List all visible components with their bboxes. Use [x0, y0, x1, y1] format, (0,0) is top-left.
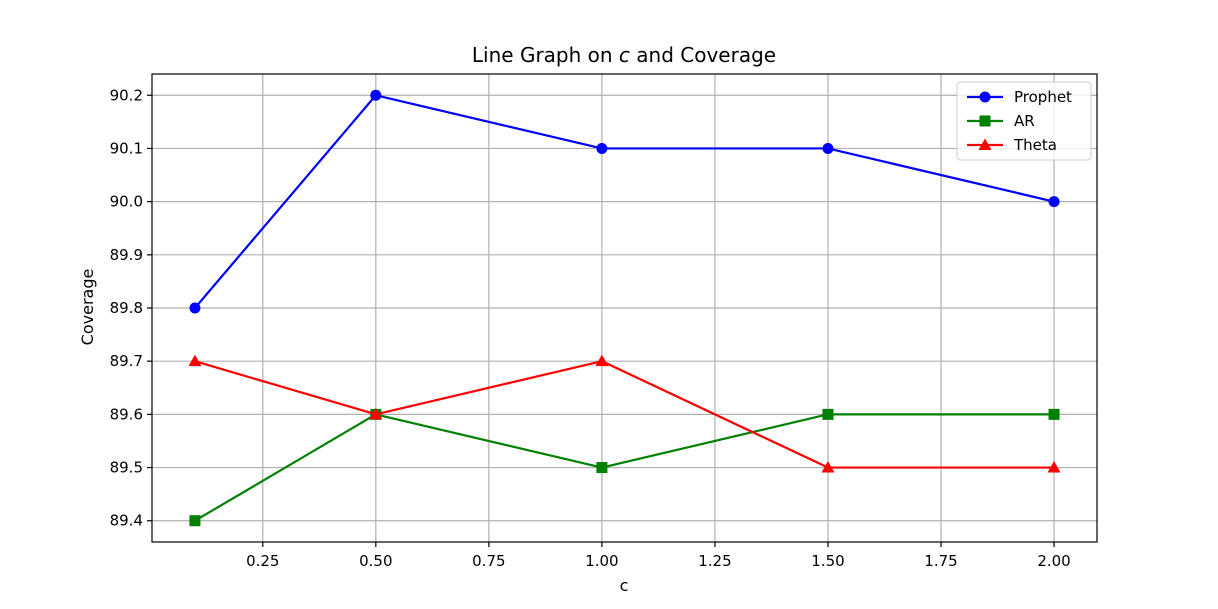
y-axis-label: Coverage — [78, 269, 97, 346]
data-point-theta — [1047, 461, 1061, 473]
x-tick-label: 0.75 — [472, 552, 505, 570]
data-point-prophet — [822, 142, 834, 154]
legend-label-theta: Theta — [1013, 136, 1057, 154]
data-point-ar — [189, 515, 201, 527]
data-point-ar — [596, 462, 608, 474]
legend-marker-prophet — [979, 91, 991, 103]
data-point-theta — [821, 461, 835, 473]
legend-label-ar: AR — [1014, 112, 1035, 130]
y-tick-label: 89.9 — [110, 246, 143, 264]
x-tick-label: 2.00 — [1037, 552, 1070, 570]
axis-ticks: 0.25 0.50 0.75 1.00 1.25 1.50 1.75 2.00 89.4 89.5… — [110, 86, 1071, 570]
y-tick-label: 90.1 — [110, 139, 143, 157]
x-tick-label: 1.75 — [924, 552, 957, 570]
series-theta — [188, 354, 1061, 473]
legend-item-prophet: Prophet — [967, 88, 1072, 106]
x-tick-label: 1.25 — [698, 552, 731, 570]
data-point-prophet — [1048, 196, 1060, 208]
y-tick-label: 90.2 — [110, 86, 143, 104]
x-tick-label: 0.25 — [246, 552, 279, 570]
y-tick-label: 90.0 — [110, 193, 143, 211]
legend-marker-theta — [978, 138, 992, 150]
series-prophet — [189, 89, 1060, 314]
chart-title: Line Graph on c and Coverage — [472, 43, 776, 67]
x-axis-label: c — [620, 576, 629, 595]
data-point-prophet — [189, 302, 201, 314]
legend-item-ar: AR — [967, 112, 1035, 130]
x-tick-label: 1.00 — [585, 552, 618, 570]
y-tick-label: 89.6 — [110, 405, 143, 423]
x-tick-label: 0.50 — [359, 552, 392, 570]
data-point-ar — [1048, 408, 1060, 420]
data-point-ar — [822, 408, 834, 420]
data-point-theta — [188, 354, 202, 367]
y-tick-label: 89.8 — [110, 299, 143, 317]
data-point-prophet — [370, 89, 382, 101]
x-tick-label: 1.50 — [811, 552, 844, 570]
legend-label-prophet: Prophet — [1014, 88, 1072, 106]
series-layer — [188, 89, 1061, 527]
y-tick-label: 89.5 — [110, 459, 143, 477]
y-tick-label: 89.4 — [110, 512, 143, 530]
data-point-theta — [369, 407, 383, 420]
y-tick-label: 89.7 — [110, 352, 143, 370]
legend: Prophet AR Theta — [956, 81, 1092, 161]
legend-box — [956, 81, 1092, 161]
data-point-prophet — [596, 142, 608, 154]
data-point-theta — [595, 354, 609, 367]
legend-marker-ar — [979, 115, 991, 127]
legend-item-theta: Theta — [967, 136, 1057, 154]
